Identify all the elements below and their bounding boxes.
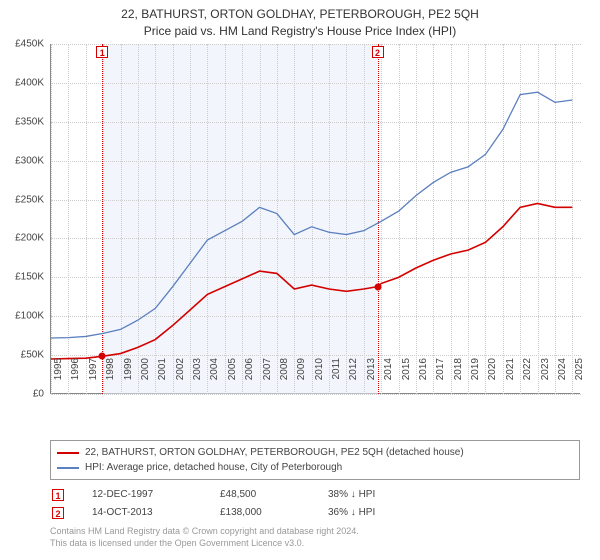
y-tick-label: £50K xyxy=(21,350,44,361)
x-tick-label: 1996 xyxy=(70,358,81,398)
chart: 12 £0£50K£100K£150K£200K£250K£300K£350K£… xyxy=(50,44,580,394)
sale-date: 12-DEC-1997 xyxy=(92,486,192,504)
title-subtitle: Price paid vs. HM Land Registry's House … xyxy=(0,23,600,40)
x-tick-label: 2020 xyxy=(487,358,498,398)
footer: Contains HM Land Registry data © Crown c… xyxy=(50,526,580,549)
x-tick-label: 2017 xyxy=(435,358,446,398)
y-tick-label: £400K xyxy=(15,77,44,88)
x-tick-label: 2002 xyxy=(175,358,186,398)
x-tick-label: 2010 xyxy=(314,358,325,398)
x-tick-label: 2003 xyxy=(192,358,203,398)
x-tick-label: 2019 xyxy=(470,358,481,398)
x-tick-label: 1999 xyxy=(123,358,134,398)
footer-line1: Contains HM Land Registry data © Crown c… xyxy=(50,526,580,538)
x-tick-label: 2007 xyxy=(262,358,273,398)
y-tick-label: £450K xyxy=(15,39,44,50)
sale-row: 2 14-OCT-2013 £138,000 36% ↓ HPI xyxy=(50,504,580,522)
sale-row: 1 12-DEC-1997 £48,500 38% ↓ HPI xyxy=(50,486,580,504)
legend-row-property: 22, BATHURST, ORTON GOLDHAY, PETERBOROUG… xyxy=(57,445,573,460)
x-tick-label: 2022 xyxy=(522,358,533,398)
legend-label-hpi: HPI: Average price, detached house, City… xyxy=(85,460,342,475)
marker-box-2: 2 xyxy=(372,46,384,58)
sale-price: £48,500 xyxy=(220,486,300,504)
x-tick-label: 2016 xyxy=(418,358,429,398)
legend-swatch-hpi xyxy=(57,467,79,469)
x-tick-label: 1995 xyxy=(53,358,64,398)
marker-dot-2 xyxy=(374,283,381,290)
x-tick-label: 2025 xyxy=(574,358,585,398)
x-tick-label: 2015 xyxy=(401,358,412,398)
x-tick-label: 2005 xyxy=(227,358,238,398)
sale-date: 14-OCT-2013 xyxy=(92,504,192,522)
x-tick-label: 1998 xyxy=(105,358,116,398)
y-tick-label: £300K xyxy=(15,155,44,166)
series-legend: 22, BATHURST, ORTON GOLDHAY, PETERBOROUG… xyxy=(50,440,580,480)
marker-box-1: 1 xyxy=(96,46,108,58)
legend-area: 22, BATHURST, ORTON GOLDHAY, PETERBOROUG… xyxy=(50,440,580,549)
x-tick-label: 2001 xyxy=(157,358,168,398)
x-tick-label: 2021 xyxy=(505,358,516,398)
sales-list: 1 12-DEC-1997 £48,500 38% ↓ HPI 2 14-OCT-2013… xyxy=(50,486,580,522)
y-tick-label: £100K xyxy=(15,311,44,322)
sale-marker: 1 xyxy=(52,489,64,501)
footer-line2: This data is licensed under the Open Gov… xyxy=(50,538,580,550)
x-tick-label: 2013 xyxy=(366,358,377,398)
x-tick-label: 2009 xyxy=(296,358,307,398)
x-tick-label: 2011 xyxy=(331,358,342,398)
sale-marker: 2 xyxy=(52,507,64,519)
x-tick-label: 2014 xyxy=(383,358,394,398)
legend-label-property: 22, BATHURST, ORTON GOLDHAY, PETERBOROUG… xyxy=(85,445,464,460)
y-tick-label: £250K xyxy=(15,194,44,205)
line-series xyxy=(51,44,581,394)
x-tick-label: 2006 xyxy=(244,358,255,398)
y-tick-label: £350K xyxy=(15,116,44,127)
x-tick-label: 2008 xyxy=(279,358,290,398)
chart-title: 22, BATHURST, ORTON GOLDHAY, PETERBOROUG… xyxy=(0,0,600,40)
plot-area: 12 xyxy=(50,44,580,394)
y-tick-label: £150K xyxy=(15,272,44,283)
x-tick-label: 2004 xyxy=(209,358,220,398)
x-tick-label: 1997 xyxy=(88,358,99,398)
sale-diff: 38% ↓ HPI xyxy=(328,486,428,504)
x-tick-label: 2018 xyxy=(453,358,464,398)
sale-diff: 36% ↓ HPI xyxy=(328,504,428,522)
y-tick-label: £200K xyxy=(15,233,44,244)
x-tick-label: 2024 xyxy=(557,358,568,398)
x-tick-label: 2000 xyxy=(140,358,151,398)
title-address: 22, BATHURST, ORTON GOLDHAY, PETERBOROUG… xyxy=(0,6,600,23)
y-tick-label: £0 xyxy=(33,389,44,400)
x-tick-label: 2012 xyxy=(348,358,359,398)
legend-swatch-property xyxy=(57,452,79,454)
sale-price: £138,000 xyxy=(220,504,300,522)
x-tick-label: 2023 xyxy=(540,358,551,398)
legend-row-hpi: HPI: Average price, detached house, City… xyxy=(57,460,573,475)
